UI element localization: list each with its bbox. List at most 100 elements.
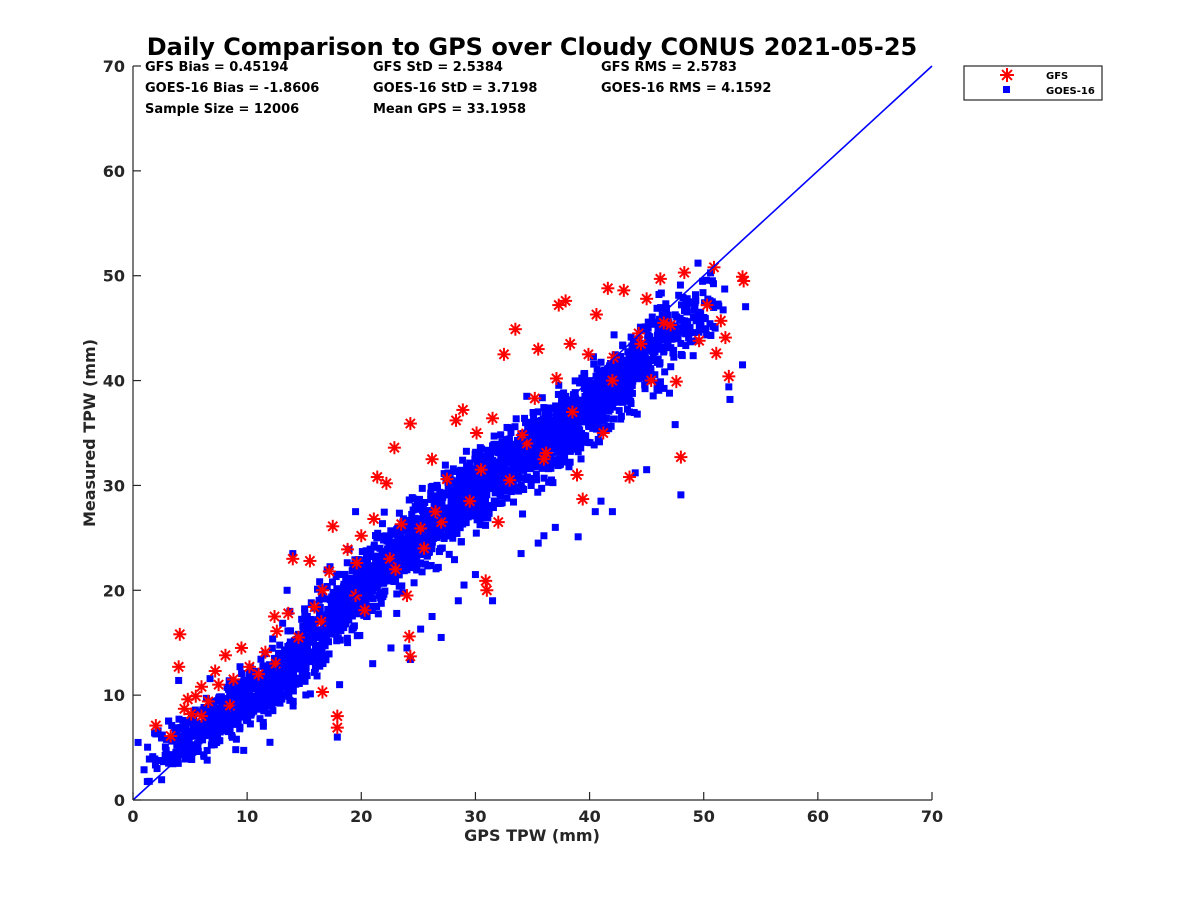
goes-16-point <box>200 703 208 711</box>
goes-16-point <box>534 439 542 447</box>
goes-16-point <box>446 470 454 478</box>
goes-16-point <box>581 392 589 400</box>
goes-16-point <box>341 570 349 578</box>
goes-16-point <box>422 530 430 538</box>
goes-16-point <box>543 437 551 445</box>
gfs-point <box>491 515 505 529</box>
goes-16-point <box>474 497 482 505</box>
goes-16-point <box>454 499 462 507</box>
goes-16-point <box>613 395 621 403</box>
goes-16-point <box>567 442 575 450</box>
goes-16-point <box>335 593 343 601</box>
goes-16-point <box>333 637 341 645</box>
goes-16-point <box>589 353 597 361</box>
goes-16-point <box>182 735 190 743</box>
goes-16-point <box>444 515 452 523</box>
goes-16-point <box>481 472 489 480</box>
goes-16-point <box>436 525 444 533</box>
goes-16-point <box>216 693 224 701</box>
goes-16-point <box>189 718 197 726</box>
gfs-point <box>463 494 477 508</box>
goes-16-point <box>510 498 518 506</box>
goes-16-point <box>446 526 454 534</box>
goes-16-point <box>489 597 497 605</box>
goes-16-point <box>262 699 270 707</box>
goes-16-point <box>436 492 444 500</box>
goes-16-point <box>551 444 559 452</box>
goes-16-point <box>437 633 445 641</box>
goes-16-point <box>424 562 432 570</box>
goes-16-point <box>266 738 274 746</box>
goes-16-point <box>638 355 646 363</box>
goes-16-point <box>305 649 313 657</box>
goes-16-point <box>216 719 224 727</box>
gfs-point <box>194 680 208 694</box>
goes-16-point <box>517 550 525 558</box>
goes-16-point <box>240 746 248 754</box>
goes-16-point <box>615 370 623 378</box>
gfs-point <box>194 709 208 723</box>
goes-16-point <box>343 634 351 642</box>
goes-16-point <box>508 466 516 474</box>
goes-16-point <box>580 378 588 386</box>
goes-16-point <box>459 456 467 464</box>
goes-16-point <box>478 494 486 502</box>
goes-16-point <box>349 608 357 616</box>
x-tick-label: 70 <box>921 807 943 826</box>
goes-16-point <box>627 333 635 341</box>
goes-16-point <box>288 645 296 653</box>
goes-16-point <box>582 432 590 440</box>
goes-16-point <box>644 318 652 326</box>
goes-16-point <box>464 481 472 489</box>
gfs-point <box>470 426 484 440</box>
goes-16-point <box>676 316 684 324</box>
goes-16-point <box>175 676 183 684</box>
goes-16-point <box>623 374 631 382</box>
goes-16-point <box>228 731 236 739</box>
goes-16-point <box>297 645 305 653</box>
goes-16-point <box>682 342 690 350</box>
goes-16-point <box>336 611 344 619</box>
goes-16-point <box>296 640 304 648</box>
goes-16-point <box>219 723 227 731</box>
goes-16-point <box>574 533 582 541</box>
goes-16-point <box>329 625 337 633</box>
goes-16-point <box>369 660 377 668</box>
goes-16-point <box>472 492 480 500</box>
goes-16-point <box>600 391 608 399</box>
goes-16-point <box>575 416 583 424</box>
goes-16-point <box>597 358 605 366</box>
goes-16-point <box>168 721 176 729</box>
goes-16-point <box>374 529 382 537</box>
goes-16-point <box>314 659 322 667</box>
goes-16-point <box>566 447 574 455</box>
goes-16-point <box>538 464 546 472</box>
goes-16-point <box>654 355 662 363</box>
goes-16-point <box>183 731 191 739</box>
goes-16-point <box>268 644 276 652</box>
goes-16-point <box>501 465 509 473</box>
goes-16-point <box>565 463 573 471</box>
goes-16-point <box>690 306 698 314</box>
goes-16-point <box>615 407 623 415</box>
goes-16-point <box>567 425 575 433</box>
goes-16-point <box>514 463 522 471</box>
goes-16-point <box>417 625 425 633</box>
goes-16-point <box>224 725 232 733</box>
goes-16-point <box>496 492 504 500</box>
goes-16-point <box>423 539 431 547</box>
goes-16-point <box>380 590 388 598</box>
gfs-point <box>669 375 683 389</box>
goes-16-point <box>583 398 591 406</box>
goes-16-point <box>365 562 373 570</box>
goes-16-point <box>214 704 222 712</box>
goes-16-point <box>588 397 596 405</box>
goes-16-point <box>473 516 481 524</box>
goes-16-point <box>321 595 329 603</box>
goes-16-point <box>578 429 586 437</box>
goes-16-point <box>440 470 448 478</box>
goes-16-point <box>455 507 463 515</box>
goes-16-point <box>526 474 534 482</box>
goes-16-point <box>533 476 541 484</box>
gfs-point <box>486 411 500 425</box>
